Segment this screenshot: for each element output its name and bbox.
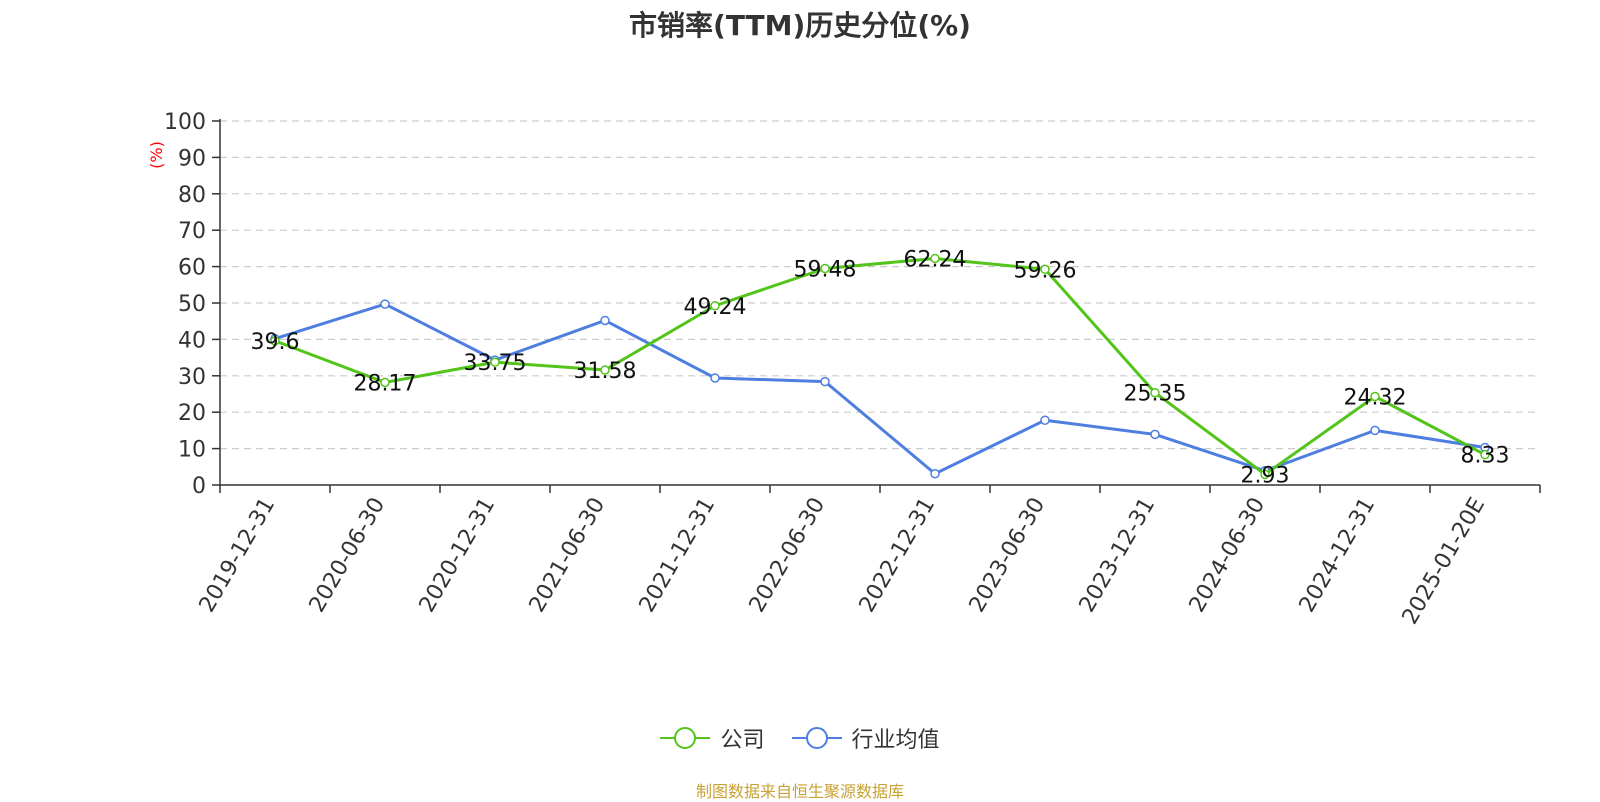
axes: 0 10 20 30 40 50 60 70 80 90 100 (%) 2019-12-31 2020-… <box>147 110 1541 629</box>
legend-company-label: 公司 <box>720 728 765 753</box>
x-tick-label: 2021-06-30 <box>525 494 611 617</box>
data-label: 25.35 <box>1124 382 1187 407</box>
series-lines <box>270 253 1490 480</box>
y-tick-label: 10 <box>178 438 206 463</box>
data-point-company <box>710 301 720 311</box>
data-point-company <box>490 357 500 367</box>
y-tick-label: 40 <box>178 328 206 353</box>
legend-industry-symbol <box>791 727 842 749</box>
data-point-company <box>930 253 940 264</box>
y-tick-label: 20 <box>178 401 206 426</box>
data-point-industry <box>1040 415 1050 425</box>
data-point-company <box>1370 391 1380 402</box>
y-tick-label: 0 <box>192 474 206 499</box>
x-tick-label: 2023-06-30 <box>965 494 1051 617</box>
data-point-industry <box>1370 425 1380 436</box>
data-point-company <box>1480 449 1490 460</box>
data-point-industry <box>710 373 720 383</box>
data-point-industry <box>600 315 610 326</box>
data-label: 31.58 <box>574 359 637 384</box>
data-label: 39.6 <box>251 330 300 355</box>
data-point-company <box>1260 469 1270 480</box>
data-label: 33.75 <box>464 351 527 376</box>
data-point-company <box>1150 387 1160 398</box>
x-tick-label: 2023-12-31 <box>1075 494 1161 617</box>
x-tick-label: 2020-12-31 <box>415 494 501 617</box>
data-point-company <box>820 263 830 274</box>
x-tick-label: 2025-01-20E <box>1398 494 1491 629</box>
data-label: 8.33 <box>1461 444 1510 469</box>
data-point-industry <box>380 299 390 309</box>
series-line-company <box>274 256 1486 476</box>
data-label: 59.48 <box>794 257 857 282</box>
y-tick-label: 50 <box>178 292 206 317</box>
legend: 公司 行业均值 <box>0 722 1600 756</box>
y-tick-label: 100 <box>164 110 206 135</box>
data-label: 2.93 <box>1241 463 1290 488</box>
chart-title: 市销率(TTM)历史分位(%) <box>629 9 971 42</box>
source-note: 制图数据来自恒生聚源数据库 <box>695 782 904 801</box>
y-tick-label: 60 <box>178 256 206 281</box>
data-point-company <box>600 365 610 375</box>
x-tick-label: 2024-06-30 <box>1185 494 1271 617</box>
y-tick-label: 70 <box>178 219 206 244</box>
y-tick-label: 80 <box>178 183 206 208</box>
data-point-industry <box>930 468 940 479</box>
data-label: 28.17 <box>354 371 417 396</box>
legend-item-company[interactable]: 公司 <box>660 722 765 754</box>
data-label: 49.24 <box>684 295 747 320</box>
legend-item-industry[interactable]: 行业均值 <box>791 722 940 754</box>
data-label: 59.26 <box>1014 258 1077 283</box>
series-line-industry <box>274 302 1486 476</box>
data-label: 24.32 <box>1344 385 1407 410</box>
x-tick-label: 2022-12-31 <box>855 494 941 617</box>
x-tick-label: 2024-12-31 <box>1295 494 1381 617</box>
x-tick-label: 2022-06-30 <box>745 494 831 617</box>
data-point-company <box>1040 264 1050 275</box>
legend-industry-label: 行业均值 <box>851 728 940 753</box>
y-tick-label: 90 <box>178 146 206 171</box>
data-labels: 39.6 28.17 33.75 31.58 49.24 59.48 62.24 59.26 2… <box>251 247 1510 488</box>
x-tick-label: 2020-06-30 <box>305 494 391 617</box>
gridlines <box>220 120 1540 450</box>
data-point-company <box>270 336 280 346</box>
x-tick-label: 2021-12-31 <box>635 494 721 617</box>
y-axis-unit-label: (%) <box>147 141 166 169</box>
legend-company-symbol <box>660 727 711 749</box>
x-tick-label: 2019-12-31 <box>195 494 281 617</box>
y-tick-label: 30 <box>178 365 206 390</box>
data-label: 62.24 <box>904 247 967 272</box>
data-point-company <box>380 377 390 388</box>
data-point-industry <box>1150 429 1160 440</box>
data-point-industry <box>820 376 830 387</box>
